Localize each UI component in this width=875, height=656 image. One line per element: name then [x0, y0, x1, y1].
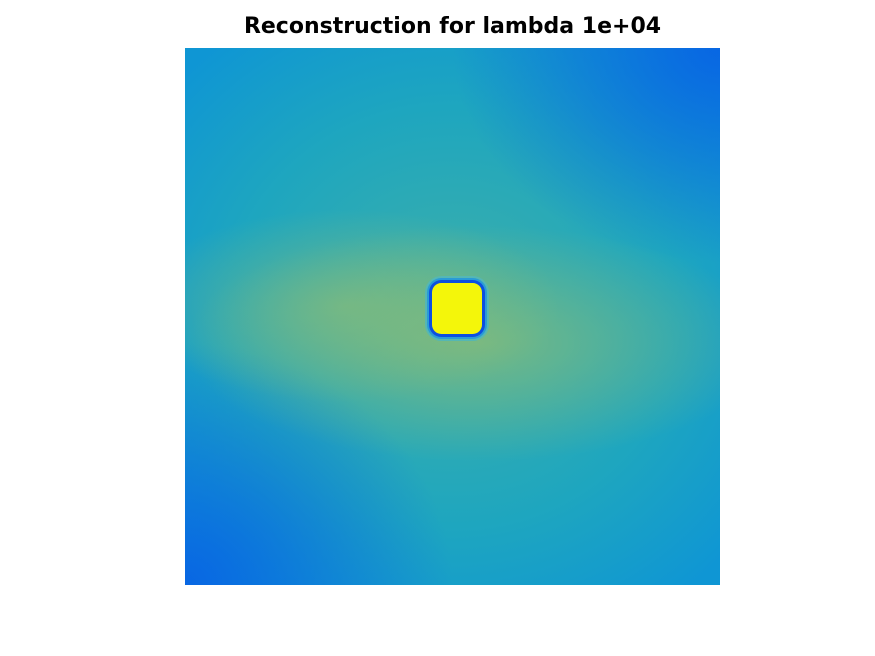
high-intensity-region	[428, 279, 486, 337]
heatmap-image	[185, 48, 720, 585]
chart-title: Reconstruction for lambda 1e+04	[243, 14, 662, 39]
